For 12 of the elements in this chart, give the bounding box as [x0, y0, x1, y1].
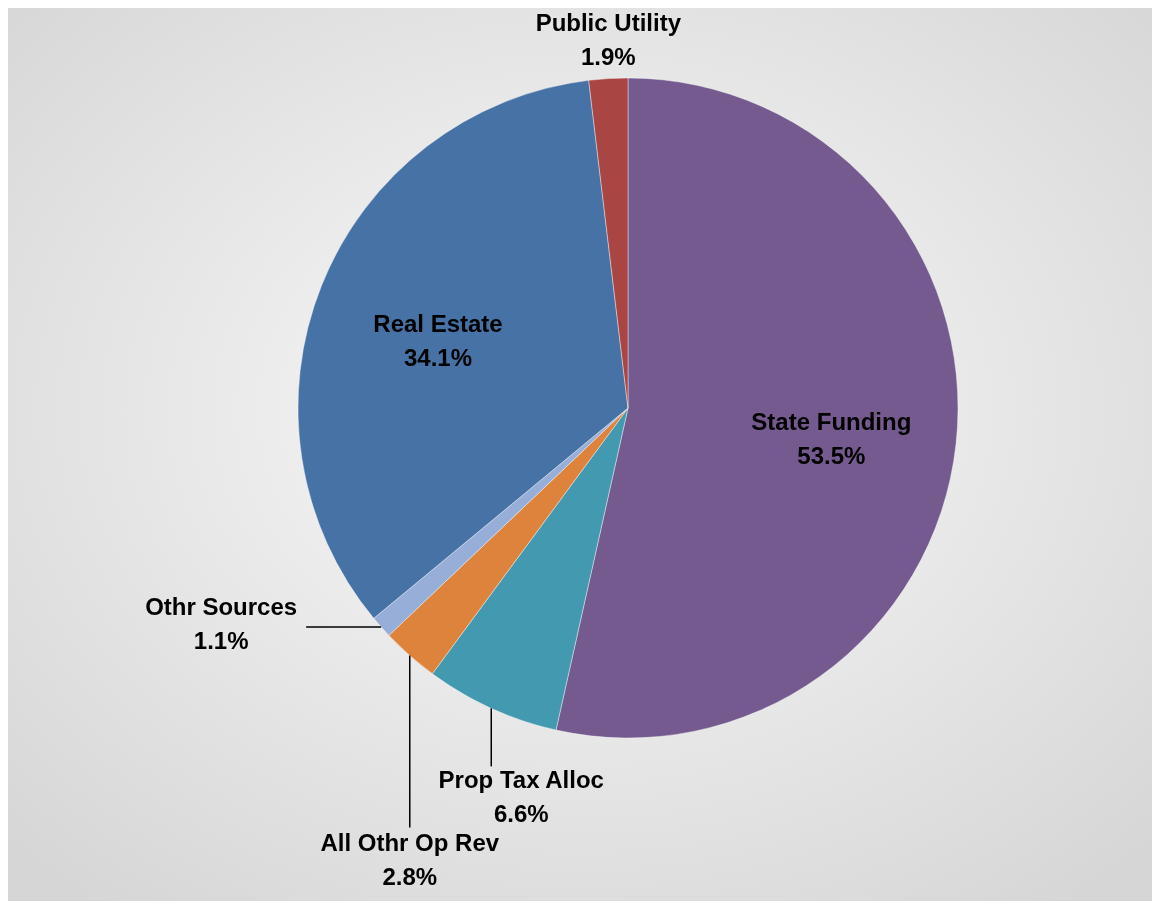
- slice-label: Prop Tax Alloc: [438, 766, 604, 794]
- data-label: 34.1%: [403, 344, 473, 372]
- slice-label: Real Estate: [373, 310, 503, 338]
- data-label: 6.6%: [493, 800, 549, 828]
- data-label: 1.9%: [580, 42, 636, 70]
- slice-label: Public Utility: [535, 8, 682, 36]
- data-label: 2.8%: [382, 862, 438, 890]
- slice-label: All Othr Op Rev: [320, 828, 500, 856]
- slice-label: Othr Sources: [145, 593, 298, 621]
- slice-label: State Funding: [751, 408, 912, 436]
- data-label: 1.1%: [193, 627, 249, 655]
- data-label: 53.5%: [797, 442, 866, 470]
